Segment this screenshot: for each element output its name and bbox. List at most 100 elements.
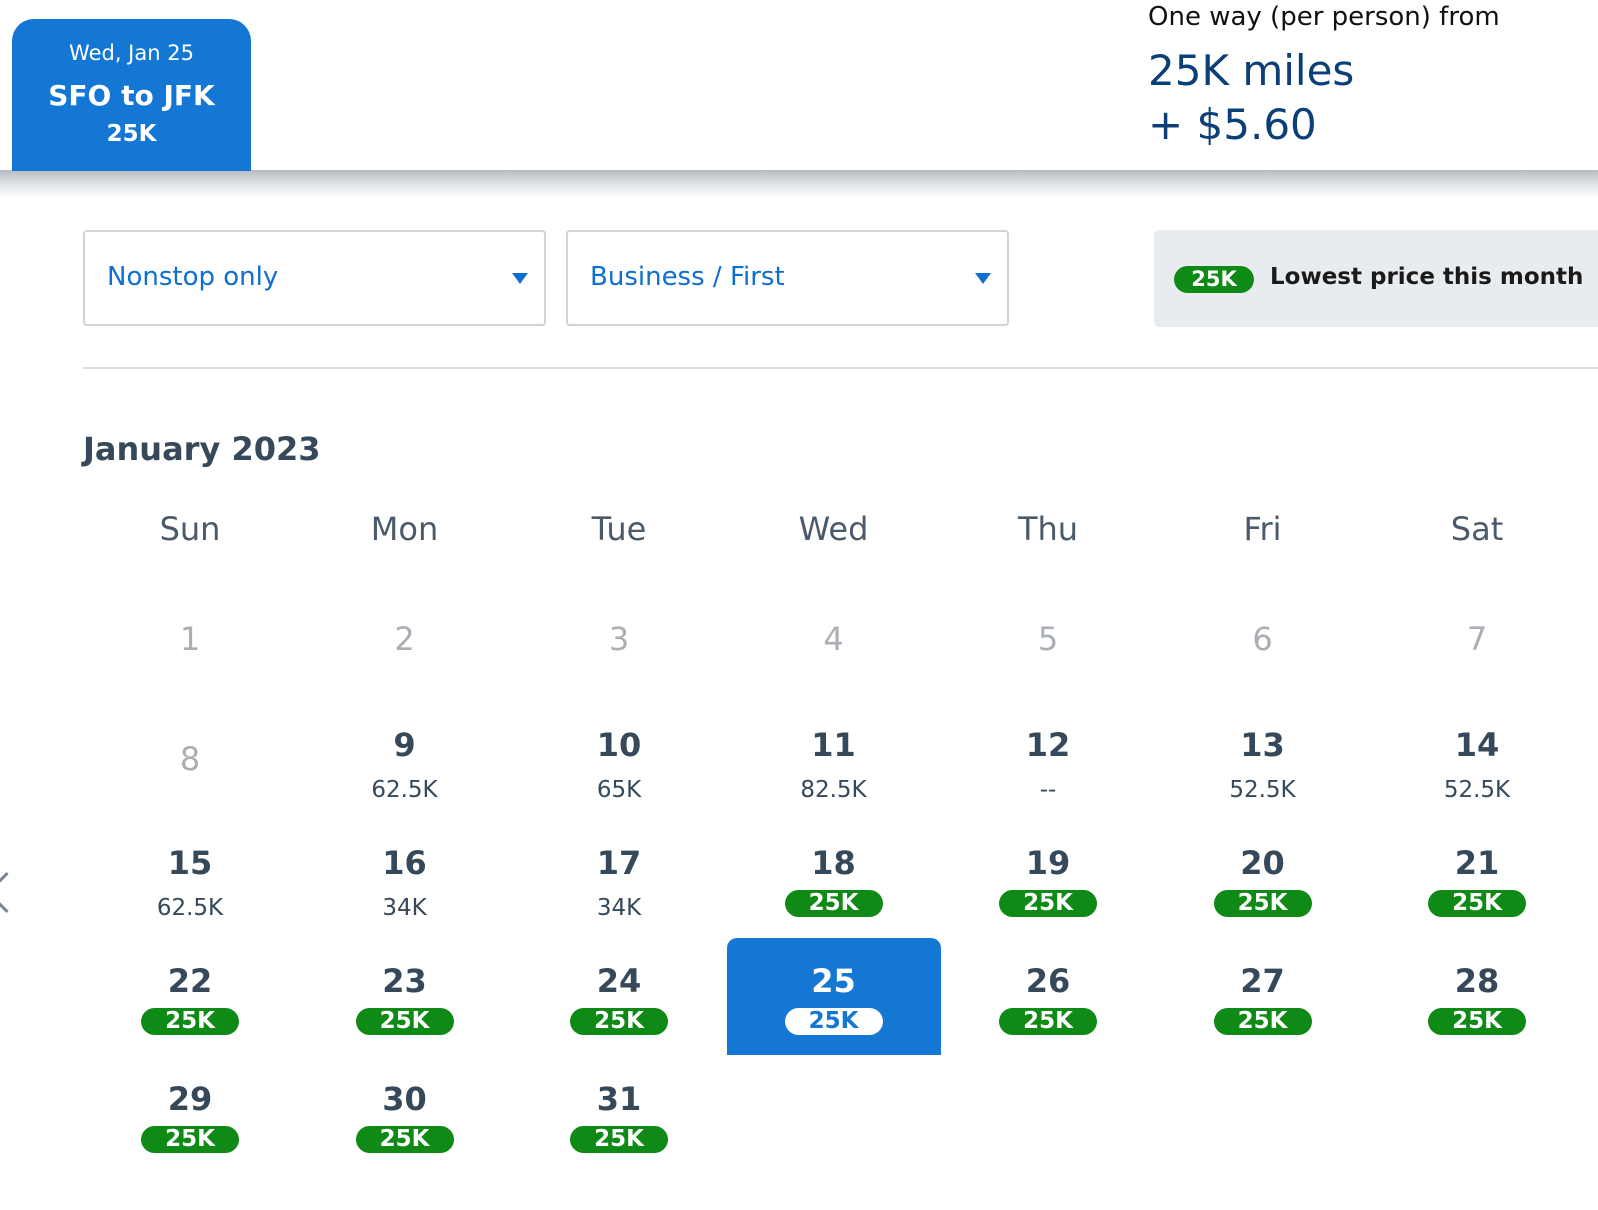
calendar-day-8: 8 (83, 702, 297, 819)
day-number: 7 (1466, 620, 1488, 658)
day-number: 25 (811, 962, 856, 1000)
day-number: 3 (608, 620, 630, 658)
day-number: 26 (1025, 962, 1071, 1000)
day-number: 22 (167, 962, 213, 1000)
day-price: -- (1039, 777, 1057, 803)
weekday-header-5: Fri (1243, 510, 1282, 548)
calendar-day-1: 1 (83, 596, 297, 713)
calendar-day-29[interactable]: 29 25K (83, 1056, 297, 1173)
day-price: 34K (382, 895, 427, 921)
calendar-day-12[interactable]: 12 -- (941, 702, 1155, 819)
day-number: 2 (394, 620, 415, 658)
month-title: January 2023 (83, 430, 321, 468)
day-number: 9 (393, 726, 416, 764)
day-number: 16 (382, 844, 427, 882)
weekday-header-4: Thu (1017, 510, 1079, 548)
day-number: 20 (1240, 844, 1285, 882)
day-price: 25K (1213, 890, 1312, 917)
calendar-day-2: 2 (298, 596, 512, 713)
day-number: 17 (596, 844, 642, 882)
calendar-day-22[interactable]: 22 25K (83, 938, 297, 1055)
day-number: 4 (823, 620, 844, 658)
day-number: 18 (811, 844, 856, 882)
day-price: 25K (141, 1008, 239, 1035)
trip-header (0, 0, 1598, 172)
calendar-day-21[interactable]: 21 25K (1370, 820, 1584, 937)
day-price: 52.5K (1443, 777, 1511, 803)
day-number: 10 (596, 726, 642, 764)
calendar-day-31[interactable]: 31 25K (512, 1056, 726, 1173)
calendar-day-13[interactable]: 13 52.5K (1156, 702, 1370, 819)
calendar-day-15[interactable]: 15 62.5K (83, 820, 297, 937)
day-number: 12 (1025, 726, 1071, 764)
calendar-day-4: 4 (727, 596, 941, 713)
day-number: 24 (596, 962, 642, 1000)
cabin-filter-select[interactable]: Business / First (566, 230, 1009, 326)
calendar-day-28[interactable]: 28 25K (1370, 938, 1584, 1055)
calendar-day-11[interactable]: 11 82.5K (727, 702, 941, 819)
calendar-day-16[interactable]: 16 34K (298, 820, 512, 937)
day-number: 14 (1454, 726, 1500, 764)
day-price: 25K (784, 1008, 883, 1035)
day-price: 52.5K (1229, 777, 1296, 803)
stops-filter-select[interactable]: Nonstop only (83, 230, 546, 326)
day-number: 11 (811, 726, 856, 764)
lowest-price-legend: 25K Lowest price this month (1154, 230, 1598, 327)
day-price: 25K (570, 1126, 668, 1153)
calendar-day-5: 5 (941, 596, 1155, 713)
day-price: 25K (141, 1126, 239, 1153)
day-number: 8 (179, 740, 201, 778)
day-price: 34K (596, 895, 642, 921)
caret-down-icon (975, 273, 991, 284)
calendar-day-25[interactable]: 25 25K (726, 938, 941, 1055)
weekday-header-1: Mon (370, 510, 439, 548)
day-number: 23 (382, 962, 427, 1000)
legend-price-pill: 25K (1174, 266, 1254, 293)
calendar-day-9[interactable]: 9 62.5K (298, 702, 512, 819)
day-number: 31 (596, 1080, 642, 1118)
day-price: 25K (784, 890, 883, 917)
fare-taxes: + $5.60 (1148, 100, 1317, 149)
day-number: 1 (179, 620, 201, 658)
day-price: 62.5K (371, 777, 438, 803)
calendar-day-24[interactable]: 24 25K (512, 938, 726, 1055)
calendar-day-17[interactable]: 17 34K (512, 820, 726, 937)
tab-route: SFO to JFK (48, 79, 215, 112)
day-price: 25K (1213, 1008, 1312, 1035)
calendar-day-3: 3 (512, 596, 726, 713)
tab-date: Wed, Jan 25 (69, 41, 194, 65)
caret-down-icon (512, 273, 528, 284)
calendar-day-19[interactable]: 19 25K (941, 820, 1155, 937)
stops-filter-value: Nonstop only (107, 262, 279, 292)
day-number: 19 (1025, 844, 1071, 882)
day-number: 5 (1037, 620, 1059, 658)
weekday-header-0: Sun (159, 510, 221, 548)
calendar-day-14[interactable]: 14 52.5K (1370, 702, 1584, 819)
calendar-day-10[interactable]: 10 65K (512, 702, 726, 819)
calendar-day-30[interactable]: 30 25K (298, 1056, 512, 1173)
day-price: 25K (999, 1008, 1097, 1035)
day-price: 25K (999, 890, 1097, 917)
calendar-day-7: 7 (1370, 596, 1584, 713)
fare-miles: 25K miles (1148, 46, 1355, 95)
calendar-day-27[interactable]: 27 25K (1156, 938, 1370, 1055)
weekday-header-3: Wed (798, 510, 869, 548)
day-number: 15 (167, 844, 213, 882)
calendar-day-23[interactable]: 23 25K (298, 938, 512, 1055)
calendar-day-20[interactable]: 20 25K (1156, 820, 1370, 937)
day-price: 25K (1428, 890, 1526, 917)
calendar-day-18[interactable]: 18 25K (727, 820, 941, 937)
legend-text: Lowest price this month (1270, 264, 1584, 290)
divider (83, 367, 1598, 369)
header-shadow (0, 170, 1598, 198)
fare-summary: One way (per person) from 25K miles + $5… (1148, 2, 1500, 152)
day-price: 25K (570, 1008, 668, 1035)
chevron-left-icon[interactable] (0, 871, 28, 914)
calendar-day-26[interactable]: 26 25K (941, 938, 1155, 1055)
tab-price: 25K (106, 121, 157, 147)
selected-date-tab[interactable]: Wed, Jan 25 SFO to JFK 25K (12, 19, 251, 171)
day-price: 25K (1428, 1008, 1526, 1035)
fare-label: One way (per person) from (1148, 2, 1500, 32)
day-price: 82.5K (800, 777, 867, 803)
cabin-filter-value: Business / First (590, 262, 785, 292)
